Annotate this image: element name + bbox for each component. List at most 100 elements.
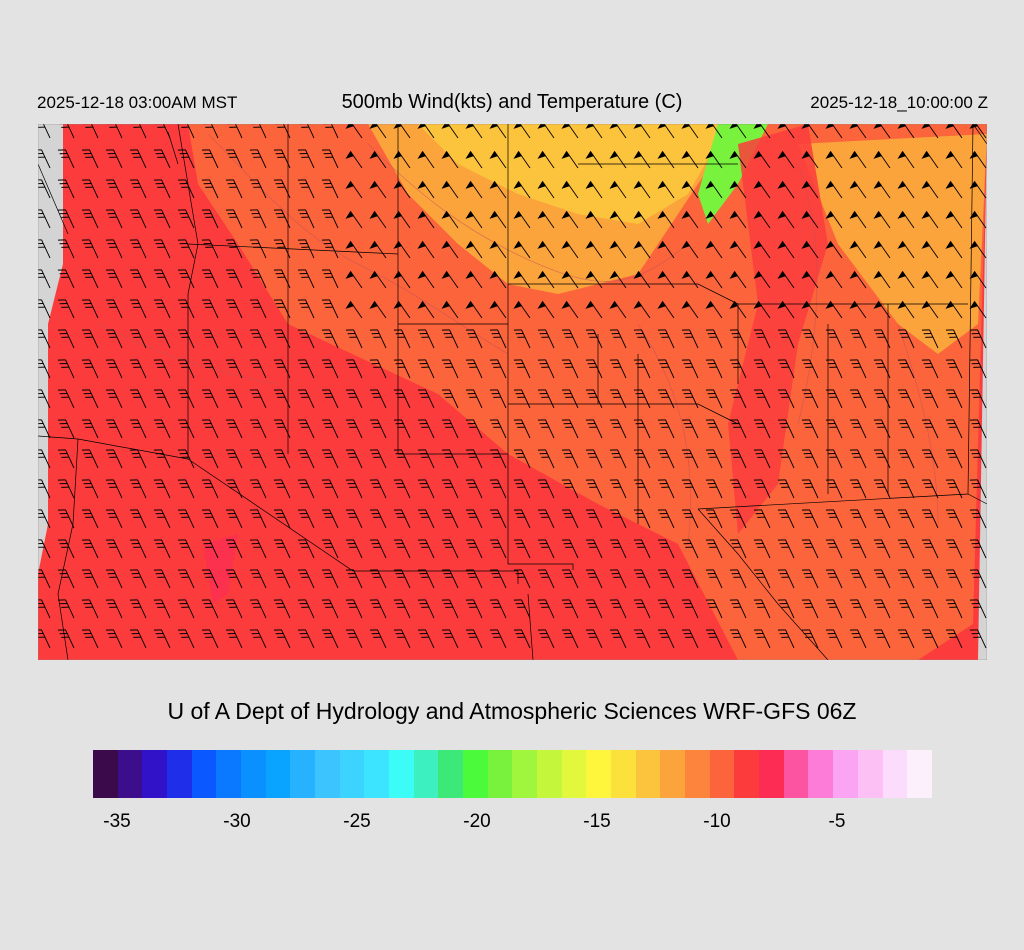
colorbar-swatch — [709, 750, 735, 798]
wind-barb — [369, 569, 387, 589]
wind-barb — [345, 389, 363, 409]
wind-barb — [38, 539, 51, 559]
wind-barb — [561, 509, 579, 529]
wind-barb — [753, 359, 771, 379]
state-border — [508, 403, 739, 425]
wind-barb — [801, 150, 819, 169]
wind-barb — [777, 599, 795, 619]
wind-barb — [273, 149, 291, 169]
wind-barb — [249, 599, 267, 619]
wind-barb — [297, 449, 315, 469]
wind-barb — [273, 329, 291, 349]
wind-barb — [681, 124, 699, 139]
wind-barb — [633, 449, 651, 469]
wind-barb — [921, 359, 939, 379]
wind-barb — [203, 124, 219, 139]
colorbar-swatch — [561, 750, 587, 798]
wind-barb — [465, 539, 483, 559]
wind-barb — [321, 389, 339, 409]
wind-barb — [705, 124, 723, 139]
wind-barb — [81, 329, 99, 349]
wind-barb — [417, 599, 435, 619]
wind-barb — [345, 359, 363, 379]
wind-barb — [897, 389, 915, 409]
wind-barb — [513, 124, 531, 139]
wind-barb — [489, 569, 507, 589]
wind-barb — [657, 300, 675, 319]
wind-barb — [657, 599, 675, 619]
wind-barb — [57, 209, 75, 229]
wind-barb — [657, 210, 675, 229]
wind-barb — [825, 509, 843, 529]
wind-barb — [417, 479, 435, 499]
wind-barb — [297, 509, 315, 529]
wind-barb — [369, 210, 387, 229]
wind-barb — [345, 569, 363, 589]
wind-barb — [273, 209, 291, 229]
wind-barb — [153, 209, 171, 229]
colorbar-swatch — [463, 750, 488, 798]
wind-barb — [897, 569, 915, 589]
wind-barb — [177, 209, 195, 229]
wind-barb — [585, 300, 603, 319]
wind-barb — [273, 269, 291, 289]
wind-barb — [465, 270, 483, 289]
wind-barb — [969, 629, 987, 649]
wind-barb — [249, 329, 267, 349]
wind-barb — [705, 569, 723, 589]
wind-barb — [441, 300, 459, 319]
wind-barb — [657, 389, 675, 409]
credit-line: U of A Dept of Hydrology and Atmospheric… — [167, 698, 857, 724]
wind-barb — [489, 150, 507, 169]
wind-barb — [825, 180, 843, 199]
wind-barb — [945, 389, 963, 409]
wind-barb — [393, 479, 411, 499]
colorbar-swatch — [808, 750, 834, 798]
wind-barb — [345, 329, 363, 349]
wind-barb — [801, 329, 819, 349]
wind-barb — [657, 359, 675, 379]
temperature-colorbar — [93, 750, 932, 798]
wind-barb — [417, 509, 435, 529]
wind-barb — [153, 389, 171, 409]
wind-barb — [38, 389, 51, 409]
wind-barb — [873, 300, 891, 319]
wind-barb — [57, 629, 75, 649]
wind-barb — [921, 180, 939, 199]
wind-barb — [153, 179, 171, 199]
wind-barb — [777, 629, 795, 649]
wind-barb — [801, 300, 819, 319]
wind-barb — [729, 150, 747, 169]
wind-barb — [801, 479, 819, 499]
wind-barb — [105, 149, 123, 169]
wind-barb — [921, 539, 939, 559]
wind-barb — [681, 359, 699, 379]
wind-barb — [201, 329, 219, 349]
colorbar-swatch — [611, 750, 636, 798]
colorbar-swatch — [167, 750, 192, 798]
wind-barb — [129, 179, 147, 199]
valid-local-time: 2025-12-18 03:00AM MST — [37, 93, 238, 112]
wind-barb — [537, 240, 555, 259]
colorbar-swatch — [413, 750, 439, 798]
temperature-band-warm-streak — [728, 124, 828, 534]
wind-barb — [81, 269, 99, 289]
wind-barb — [465, 359, 483, 379]
wind-barb — [38, 629, 51, 649]
wind-barb — [369, 150, 387, 169]
colorbar-swatch — [93, 750, 118, 798]
wind-barb — [585, 124, 603, 139]
wind-barb — [921, 479, 939, 499]
wind-barb — [105, 269, 123, 289]
wind-barb — [369, 270, 387, 289]
wind-barb — [897, 419, 915, 439]
wind-barb — [489, 479, 507, 499]
wind-barb — [921, 240, 939, 259]
wind-barb — [441, 124, 459, 139]
wind-barb — [633, 389, 651, 409]
wind-barb — [489, 359, 507, 379]
wind-barb — [369, 539, 387, 559]
wind-barb — [657, 180, 675, 199]
wind-barb — [153, 629, 171, 649]
wind-barb — [105, 299, 123, 319]
